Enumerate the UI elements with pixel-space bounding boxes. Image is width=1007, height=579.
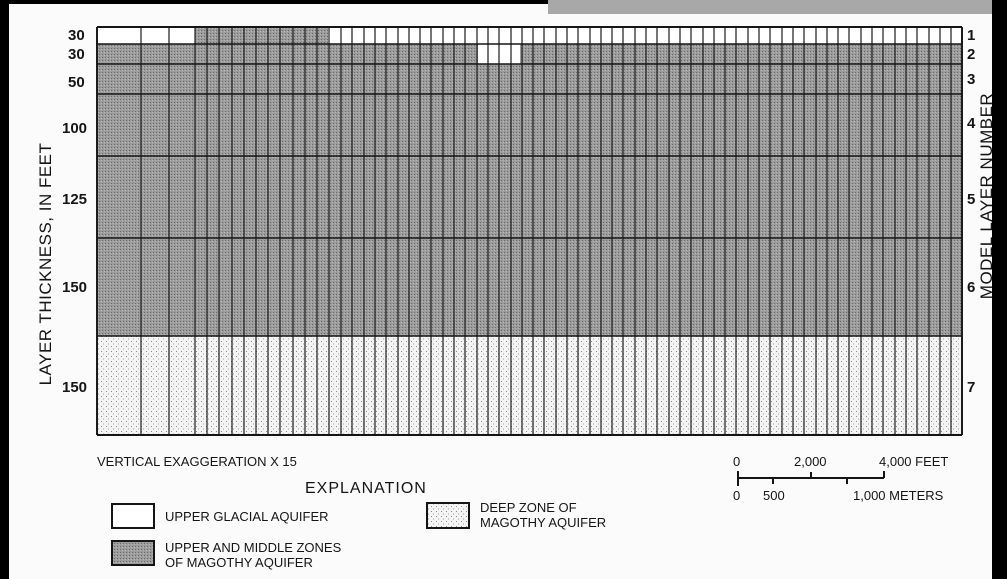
thickness-label-5: 125: [62, 191, 87, 208]
layer-number-7: 7: [967, 379, 975, 396]
zone-magothy-outcrop-layer1: [195, 27, 328, 44]
deep-magothy-label-line1: DEEP ZONE OF: [480, 500, 577, 515]
scan-border-right: [992, 0, 1007, 579]
scale-feet-0: 0: [733, 454, 740, 469]
thickness-label-1: 30: [68, 27, 85, 44]
left-axis-label: LAYER THICKNESS, IN FEET: [36, 143, 55, 386]
layer-number-1: 1: [967, 27, 975, 44]
scan-border-left: [0, 0, 9, 579]
scale-meters-1000: 1,000 METERS: [853, 488, 944, 503]
scale-feet-4000: 4,000 FEET: [879, 454, 948, 469]
thickness-label-7: 150: [62, 379, 87, 396]
thickness-label-2: 30: [68, 46, 85, 63]
vertical-exaggeration-note: VERTICAL EXAGGERATION X 15: [97, 454, 297, 469]
zone-deep-magothy: [97, 336, 962, 435]
layer-number-4: 4: [967, 115, 976, 132]
upper-middle-magothy-label-line2: OF MAGOTHY AQUIFER: [165, 555, 313, 570]
scale-meters-0: 0: [733, 488, 740, 503]
deep-magothy-swatch: [426, 502, 470, 529]
layer-number-3: 3: [967, 71, 975, 88]
upper-glacial-label: UPPER GLACIAL AQUIFER: [165, 509, 329, 524]
thickness-label-6: 150: [62, 279, 87, 296]
upper-middle-magothy-swatch: [111, 540, 155, 566]
layer-number-6: 6: [967, 279, 975, 296]
scale-bar: 0 2,000 4,000 FEET 0 500 1,000 METERS: [733, 454, 948, 503]
right-axis-label: MODEL LAYER NUMBER: [977, 93, 996, 299]
layer-number-5: 5: [967, 191, 975, 208]
explanation-title: EXPLANATION: [305, 480, 427, 497]
thickness-label-3: 50: [68, 74, 85, 91]
scale-meters-500: 500: [763, 488, 785, 503]
upper-middle-magothy-label-line1: UPPER AND MIDDLE ZONES: [165, 540, 342, 555]
layer-number-2: 2: [967, 46, 975, 63]
model-grid: [96, 26, 963, 436]
zone-upper-middle-magothy: [97, 44, 962, 336]
scan-border-top-left: [0, 0, 548, 4]
upper-glacial-swatch: [111, 503, 155, 529]
deep-magothy-label-line2: MAGOTHY AQUIFER: [480, 515, 606, 530]
scale-feet-2000: 2,000: [794, 454, 827, 469]
scan-border-top-right: [548, 0, 1007, 14]
thickness-label-4: 100: [62, 120, 87, 137]
